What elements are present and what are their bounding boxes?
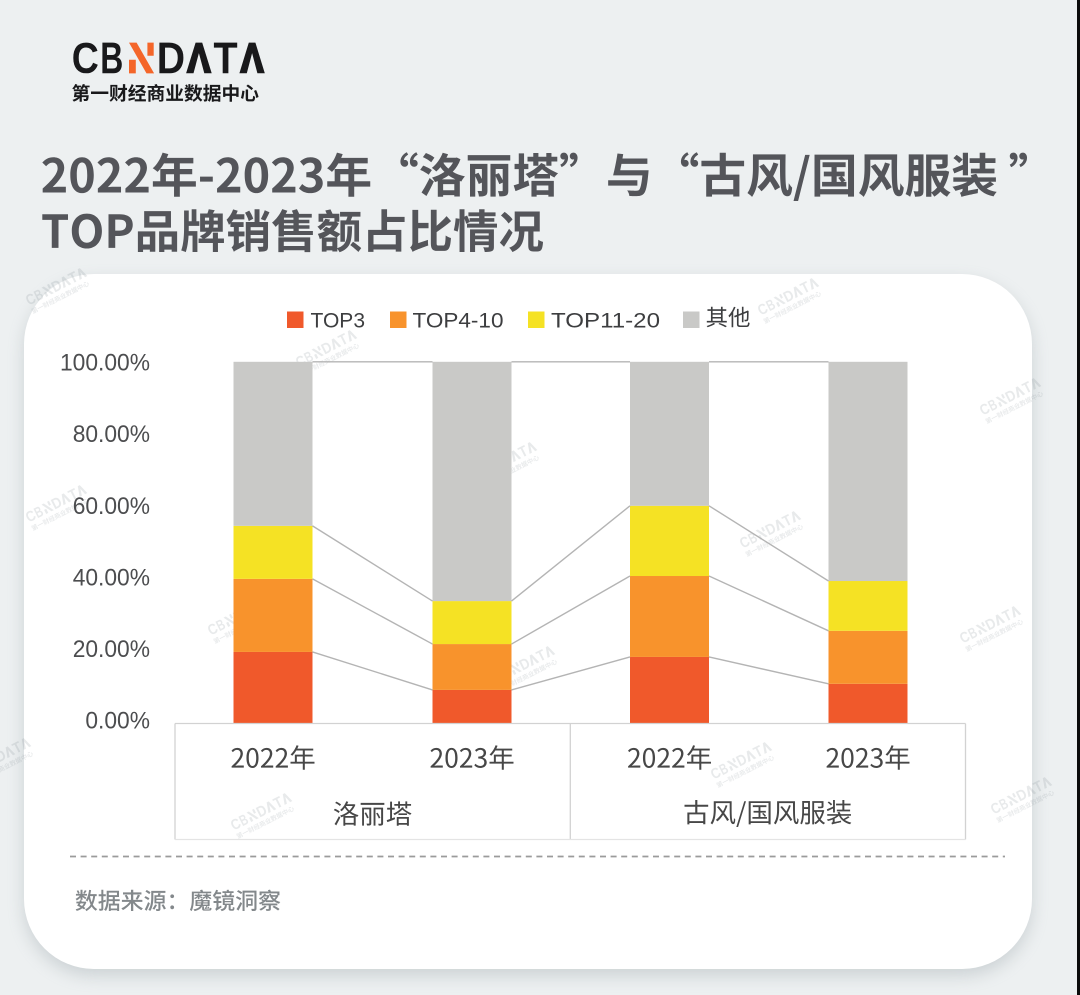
svg-text:20.00%: 20.00%: [73, 636, 150, 663]
svg-text:100.00%: 100.00%: [60, 350, 150, 377]
svg-text:0.00%: 0.00%: [85, 708, 150, 735]
svg-text:TOP4-10: TOP4-10: [413, 309, 504, 333]
svg-text:60.00%: 60.00%: [73, 493, 150, 520]
svg-text:TOP11-20: TOP11-20: [551, 309, 660, 333]
svg-text:80.00%: 80.00%: [73, 421, 150, 448]
svg-text:40.00%: 40.00%: [73, 565, 150, 592]
svg-text:TOP3: TOP3: [311, 309, 366, 333]
